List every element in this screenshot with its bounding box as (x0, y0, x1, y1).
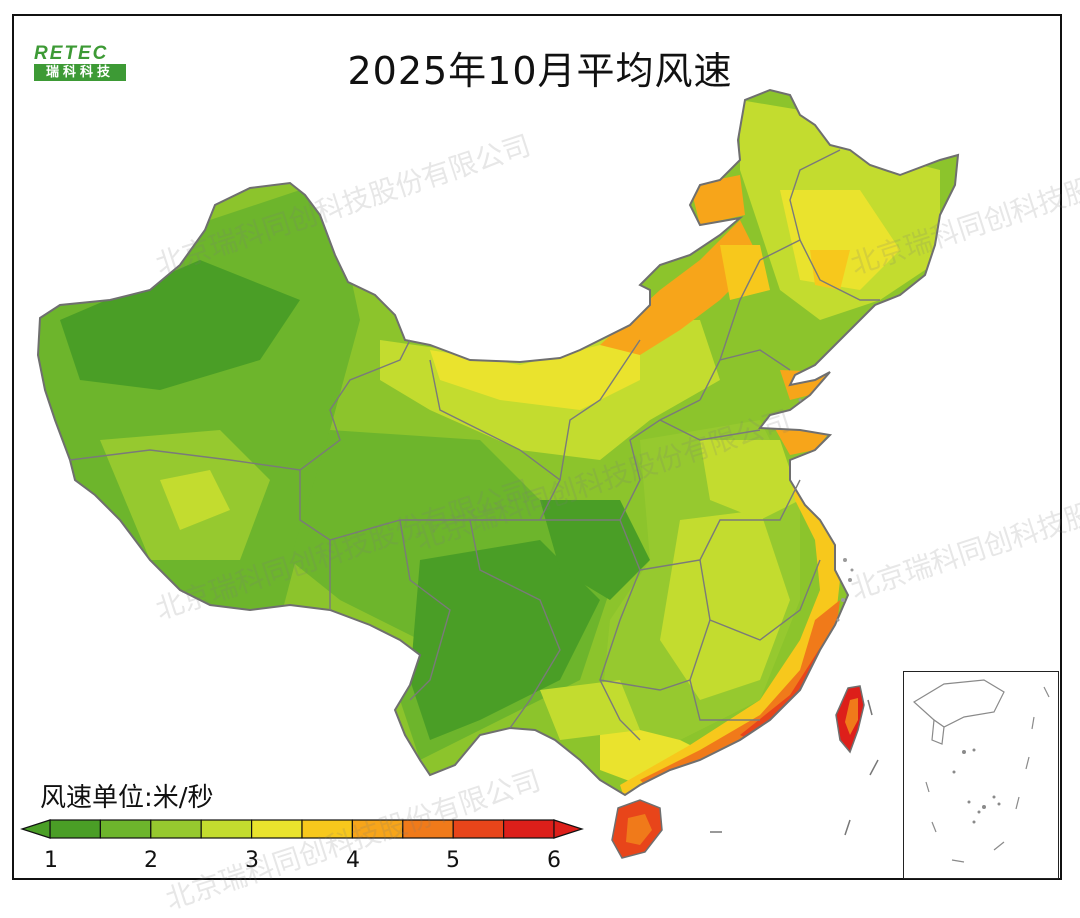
legend-color-step (49, 819, 102, 839)
legend-color-step (402, 819, 454, 839)
legend-left-arrow (20, 819, 51, 839)
legend-tick-5: 5 (446, 848, 460, 873)
map-title: 2025年10月平均风速 (347, 49, 733, 93)
legend-tick-4: 4 (346, 848, 360, 873)
legend-tick-6: 6 (547, 848, 561, 873)
legend-tick-1: 1 (44, 848, 58, 873)
sea-dash-lines (710, 699, 879, 836)
company-logo: RETEC 瑞科科技 (34, 44, 126, 82)
legend-color-step (200, 819, 253, 839)
legend-color-step (150, 819, 202, 839)
legend-color-step (301, 819, 354, 839)
logo-wordmark: RETEC (34, 43, 109, 64)
coastal-islands (798, 398, 854, 622)
south-china-sea-inset (903, 671, 1059, 879)
legend-color-step (503, 819, 555, 839)
province-borders (69, 149, 880, 741)
legend-tick-2: 2 (144, 848, 158, 873)
legend-colorbar (20, 819, 584, 839)
wind-speed-map (20, 89, 959, 859)
legend-color-step (452, 819, 505, 839)
legend-color-step (351, 819, 404, 839)
logo-subtitle: 瑞科科技 (34, 64, 126, 81)
legend-tick-3: 3 (245, 848, 259, 873)
legend-right-arrow (553, 819, 584, 839)
legend-color-step (99, 819, 152, 839)
legend-color-step (251, 819, 303, 839)
legend-unit-label: 风速单位:米/秒 (40, 783, 214, 813)
